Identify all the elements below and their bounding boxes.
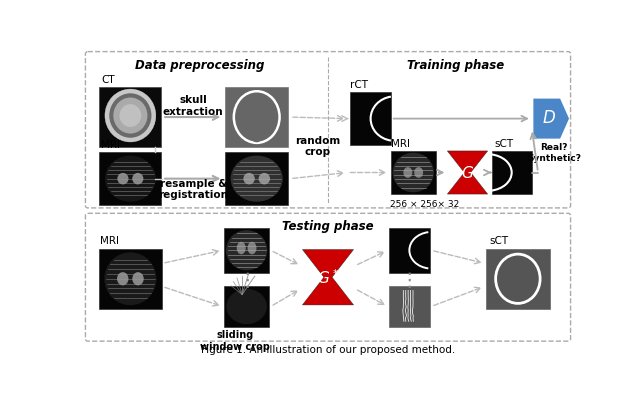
FancyBboxPatch shape <box>85 52 571 208</box>
Text: MRI: MRI <box>391 139 410 148</box>
FancyBboxPatch shape <box>99 87 161 147</box>
Ellipse shape <box>132 272 144 285</box>
Text: MRI: MRI <box>101 140 120 150</box>
Ellipse shape <box>230 156 283 202</box>
FancyBboxPatch shape <box>389 287 429 326</box>
FancyBboxPatch shape <box>225 87 289 147</box>
Ellipse shape <box>248 242 257 254</box>
Text: Figure 1. An illustration of our proposed method.: Figure 1. An illustration of our propose… <box>201 345 455 355</box>
FancyBboxPatch shape <box>389 228 429 273</box>
Text: skull
extraction: skull extraction <box>163 96 223 117</box>
FancyBboxPatch shape <box>492 151 532 194</box>
Ellipse shape <box>105 156 156 202</box>
Text: resample &
registration: resample & registration <box>158 179 228 200</box>
Ellipse shape <box>117 173 129 184</box>
FancyBboxPatch shape <box>351 92 391 145</box>
Ellipse shape <box>105 89 156 142</box>
Polygon shape <box>303 250 353 305</box>
Ellipse shape <box>414 167 423 178</box>
Text: sCT: sCT <box>489 236 508 246</box>
Ellipse shape <box>104 252 156 305</box>
Text: $G^*$: $G^*$ <box>317 268 339 287</box>
Text: Data preprocessing: Data preprocessing <box>136 59 265 72</box>
FancyBboxPatch shape <box>391 151 436 194</box>
Ellipse shape <box>259 173 270 184</box>
Polygon shape <box>533 99 569 139</box>
Ellipse shape <box>132 173 143 184</box>
FancyBboxPatch shape <box>99 152 161 205</box>
Text: MRI: MRI <box>100 236 119 246</box>
Ellipse shape <box>403 167 412 178</box>
FancyBboxPatch shape <box>99 249 162 309</box>
Polygon shape <box>447 151 488 194</box>
Text: rCT: rCT <box>351 80 369 90</box>
Text: Testing phase: Testing phase <box>282 220 374 233</box>
FancyBboxPatch shape <box>486 249 550 309</box>
FancyBboxPatch shape <box>224 287 269 326</box>
Text: CT: CT <box>101 75 115 85</box>
Ellipse shape <box>113 98 147 134</box>
Ellipse shape <box>392 153 434 192</box>
Ellipse shape <box>226 230 268 270</box>
Text: Training phase: Training phase <box>407 59 504 72</box>
Ellipse shape <box>243 173 255 184</box>
Text: random
crop: random crop <box>295 136 340 157</box>
Text: sliding
window crop: sliding window crop <box>200 330 270 352</box>
Text: $G$: $G$ <box>461 164 474 181</box>
Text: 256 × 256× 32: 256 × 256× 32 <box>390 200 460 209</box>
Text: ⋮: ⋮ <box>399 271 419 290</box>
Text: $D$: $D$ <box>543 110 556 127</box>
Ellipse shape <box>120 104 141 127</box>
Text: Real?
Synthetic?: Real? Synthetic? <box>527 143 581 163</box>
Ellipse shape <box>227 289 267 324</box>
Text: ⋮: ⋮ <box>237 271 257 290</box>
Ellipse shape <box>109 93 152 138</box>
Text: sCT: sCT <box>495 139 514 148</box>
Ellipse shape <box>117 272 129 285</box>
FancyBboxPatch shape <box>224 228 269 273</box>
FancyBboxPatch shape <box>85 213 571 341</box>
FancyBboxPatch shape <box>225 152 289 205</box>
Ellipse shape <box>237 242 246 254</box>
Ellipse shape <box>253 137 260 142</box>
